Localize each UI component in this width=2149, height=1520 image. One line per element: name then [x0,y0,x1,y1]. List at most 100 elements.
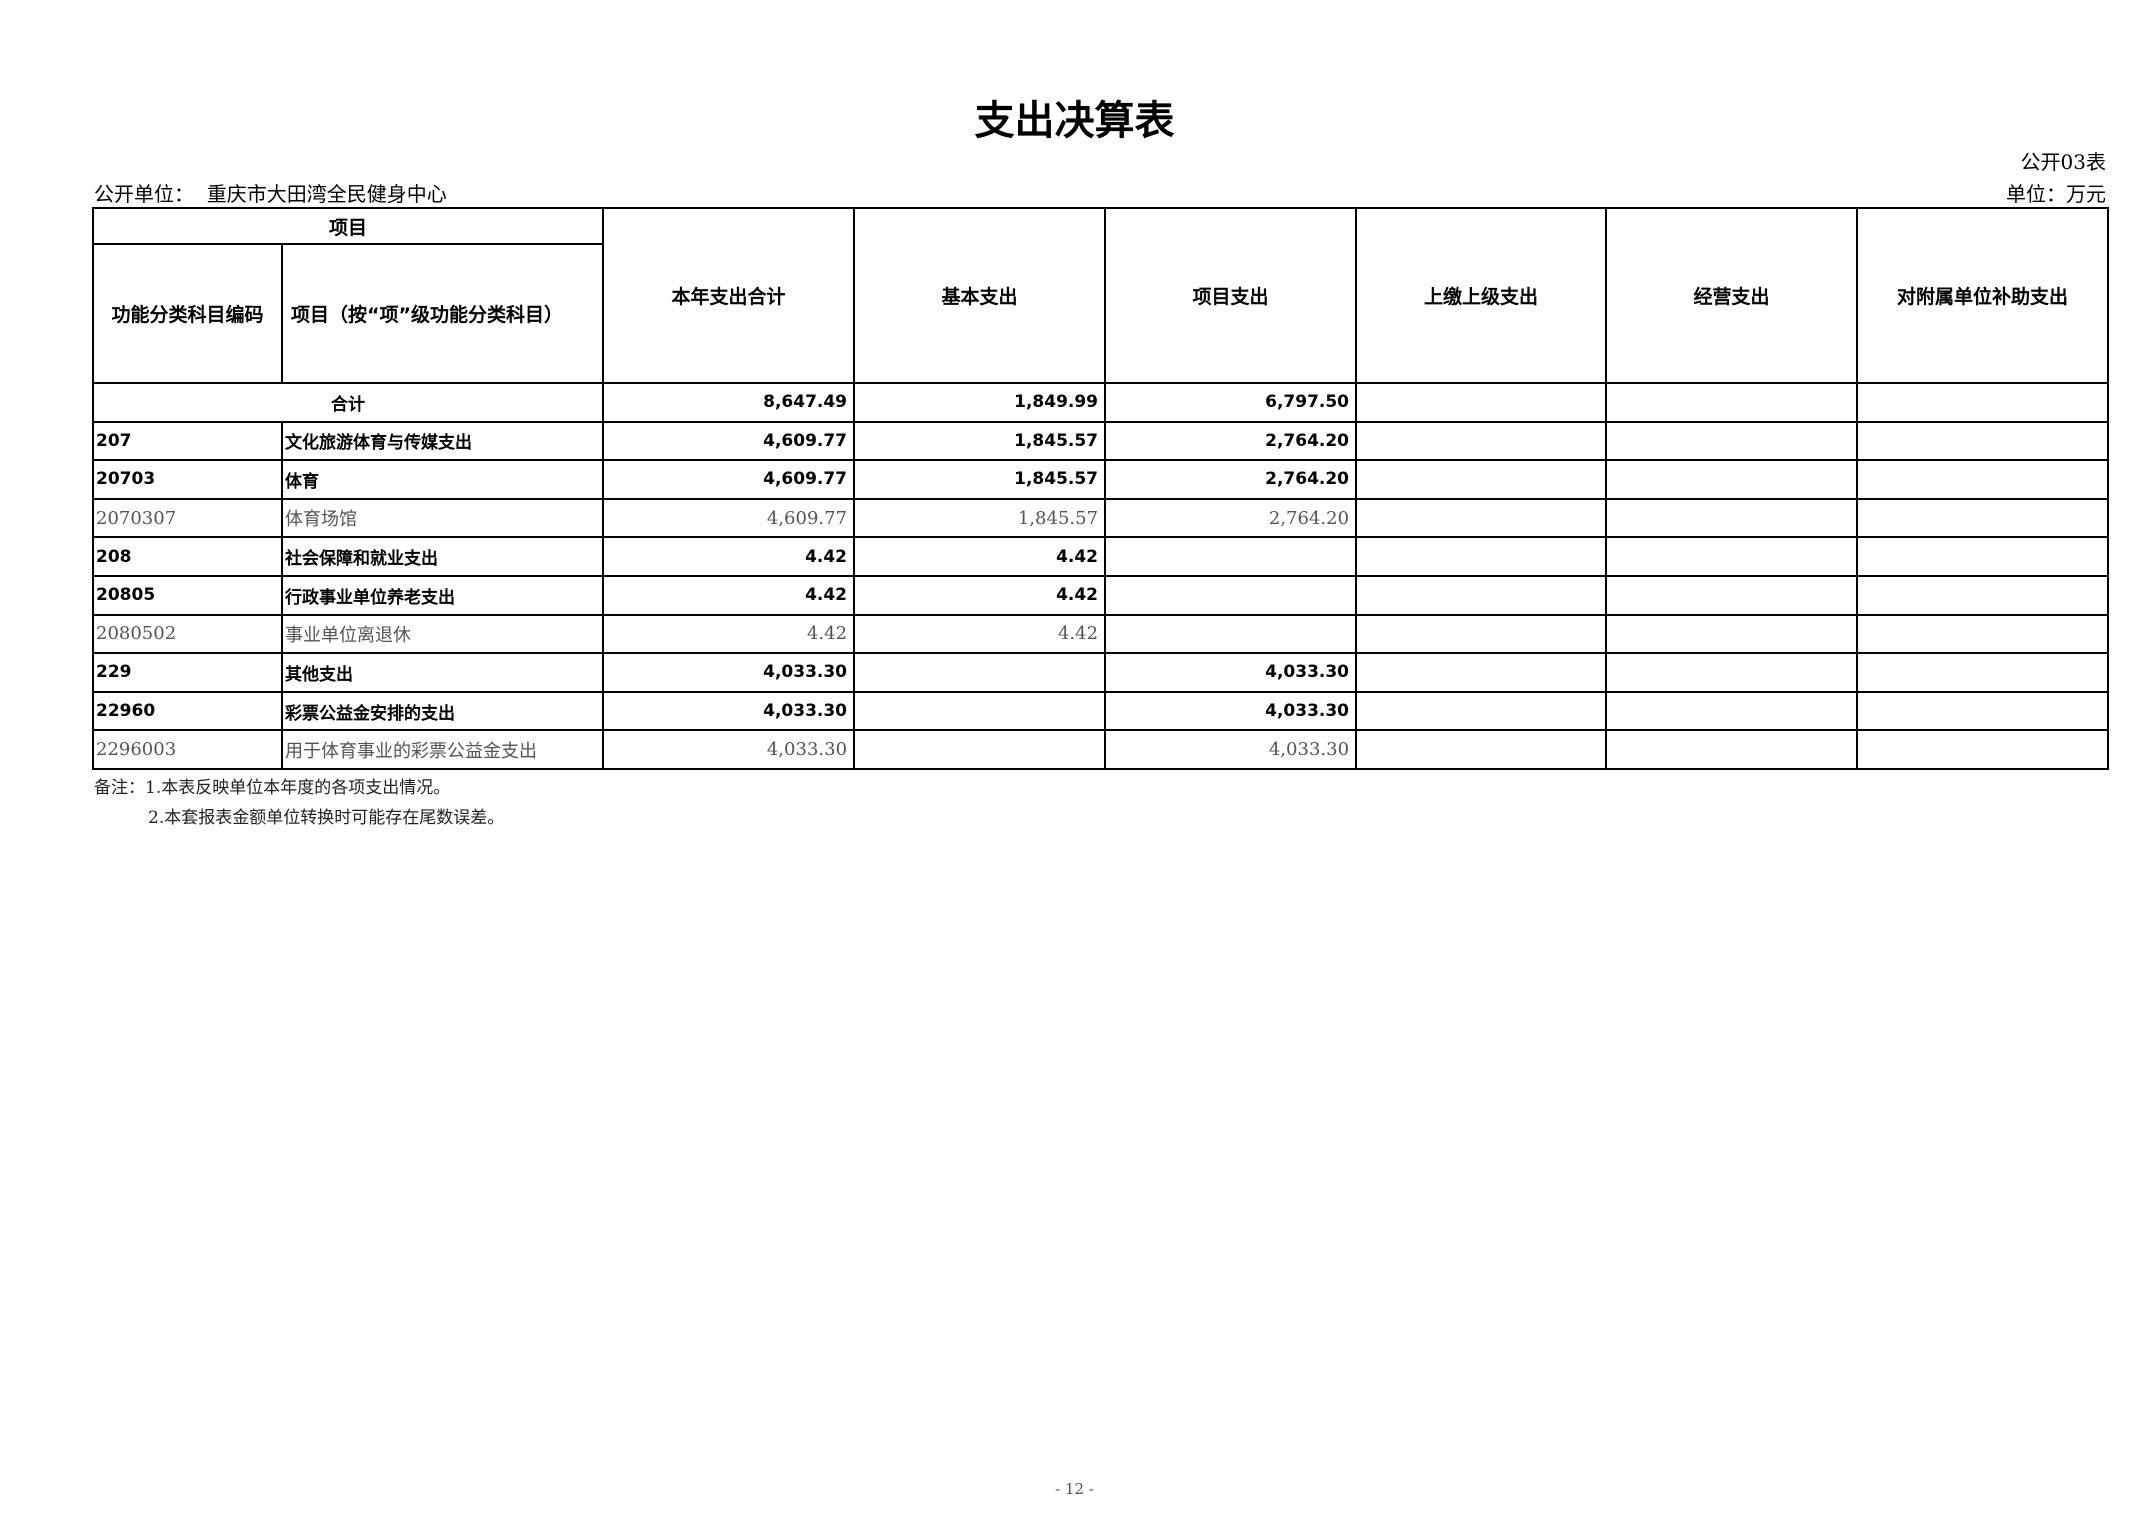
row-value: 4,609.77 [602,420,856,462]
row-value: 4.42 [602,613,856,655]
header-col-basic: 基本支出 [853,207,1107,384]
row-value: 4.42 [602,574,856,616]
page-number: - 12 - [1055,1480,1094,1498]
row-value: 4,609.77 [602,459,856,500]
header-name: 项目（按“项”级功能分类科目） [280,243,605,384]
row-value [1355,536,1608,577]
note-1: 备注：1.本表反映单位本年度的各项支出情况。 [94,778,451,798]
row-value: 4,033.30 [1104,690,1358,732]
header-col-subsidy: 对附属单位补助支出 [1856,207,2110,384]
row-value [1355,420,1608,462]
row-code: 22960 [92,690,283,732]
table-row: 20703 体育 4,609.77 1,845.57 2,764.20 [92,459,2110,500]
row-value: 4.42 [602,536,856,577]
header-col-total: 本年支出合计 [602,207,856,384]
table-row: 2080502 事业单位离退休 4.42 4.42 [92,613,2110,655]
row-value [1856,690,2110,732]
row-value [1605,459,1859,500]
row-code: 2296003 [92,729,283,770]
row-code: 2070307 [92,497,283,539]
row-name: 用于体育事业的彩票公益金支出 [280,729,605,770]
table-row: 208 社会保障和就业支出 4.42 4.42 [92,536,2110,577]
row-value [1856,729,2110,770]
row-code: 2080502 [92,613,283,655]
row-name: 其他支出 [280,652,605,693]
row-value [1355,652,1608,693]
row-name: 体育 [280,459,605,500]
header-col-operating: 经营支出 [1605,207,1859,384]
row-value [1605,729,1859,770]
table-row: 2296003 用于体育事业的彩票公益金支出 4,033.30 4,033.30 [92,729,2110,770]
total-row: 合计 8,647.49 1,849.99 6,797.50 [91,382,2110,423]
row-value [1605,652,1859,693]
total-label: 合计 [91,382,605,423]
note-2: 2.本套报表金额单位转换时可能存在尾数误差。 [148,808,505,828]
row-value [853,652,1107,693]
table-row: 229 其他支出 4,033.30 4,033.30 [92,652,2110,693]
row-value [1355,459,1608,500]
notes: 备注：1.本表反映单位本年度的各项支出情况。 2.本套报表金额单位转换时可能存在… [94,773,504,833]
row-value: 4.42 [853,536,1107,577]
row-code: 229 [92,652,283,693]
row-value [1856,652,2110,693]
currency-unit: 单位：万元 [2006,182,2106,206]
row-value [1605,613,1859,655]
form-number: 公开03表 [2020,150,2106,174]
expenditure-table: 项目 本年支出合计 基本支出 项目支出 上缴上级支出 经营支出 对附属单位补助支… [91,207,2110,770]
row-value: 1,845.57 [853,420,1107,462]
row-name: 事业单位离退休 [280,613,605,655]
total-cell: 6,797.50 [1104,382,1358,423]
row-value [1355,690,1608,732]
total-cell [1605,382,1859,423]
row-value: 4.42 [853,574,1107,616]
row-value: 4,033.30 [602,652,856,693]
total-cell [1355,382,1608,423]
row-value [1856,613,2110,655]
row-name: 文化旅游体育与传媒支出 [280,420,605,462]
row-value [1355,729,1608,770]
row-value: 4,609.77 [602,497,856,539]
row-value [1605,574,1859,616]
row-code: 20703 [92,459,283,500]
unit-name: 重庆市大田湾全民健身中心 [206,182,447,206]
row-value: 1,845.57 [853,497,1107,539]
row-code: 20805 [92,574,283,616]
row-value [1856,574,2110,616]
row-value [1605,497,1859,539]
row-value: 4,033.30 [602,690,856,732]
row-value [1104,613,1358,655]
row-value [1605,690,1859,732]
row-value [853,729,1107,770]
total-cell [1856,382,2110,423]
row-code: 207 [92,420,283,462]
header-code: 功能分类科目编码 [92,243,283,384]
row-name: 社会保障和就业支出 [280,536,605,577]
row-value: 4.42 [853,613,1107,655]
row-name: 彩票公益金安排的支出 [280,690,605,732]
table-row: 20805 行政事业单位养老支出 4.42 4.42 [92,574,2110,616]
table-row: 22960 彩票公益金安排的支出 4,033.30 4,033.30 [92,690,2110,732]
row-code: 208 [92,536,283,577]
total-cell: 8,647.49 [602,382,856,423]
total-cell: 1,849.99 [853,382,1107,423]
row-value: 4,033.30 [602,729,856,770]
row-value: 4,033.30 [1104,652,1358,693]
row-value [1856,420,2110,462]
reporting-unit: 公开单位： 重庆市大田湾全民健身中心 [94,178,447,207]
row-value [1104,574,1358,616]
row-value [1355,613,1608,655]
page-title: 支出决算表 [974,98,1175,144]
header-item-group: 项目 [91,207,605,245]
row-value [1856,497,2110,539]
header-col-remit: 上缴上级支出 [1355,207,1608,384]
row-value [1605,420,1859,462]
row-value [1104,536,1358,577]
row-value [853,690,1107,732]
row-name: 体育场馆 [280,497,605,539]
row-name: 行政事业单位养老支出 [280,574,605,616]
row-value: 1,845.57 [853,459,1107,500]
header-col-project: 项目支出 [1104,207,1358,384]
row-value [1355,574,1608,616]
row-value: 4,033.30 [1104,729,1358,770]
table-row: 2070307 体育场馆 4,609.77 1,845.57 2,764.20 [92,497,2110,539]
